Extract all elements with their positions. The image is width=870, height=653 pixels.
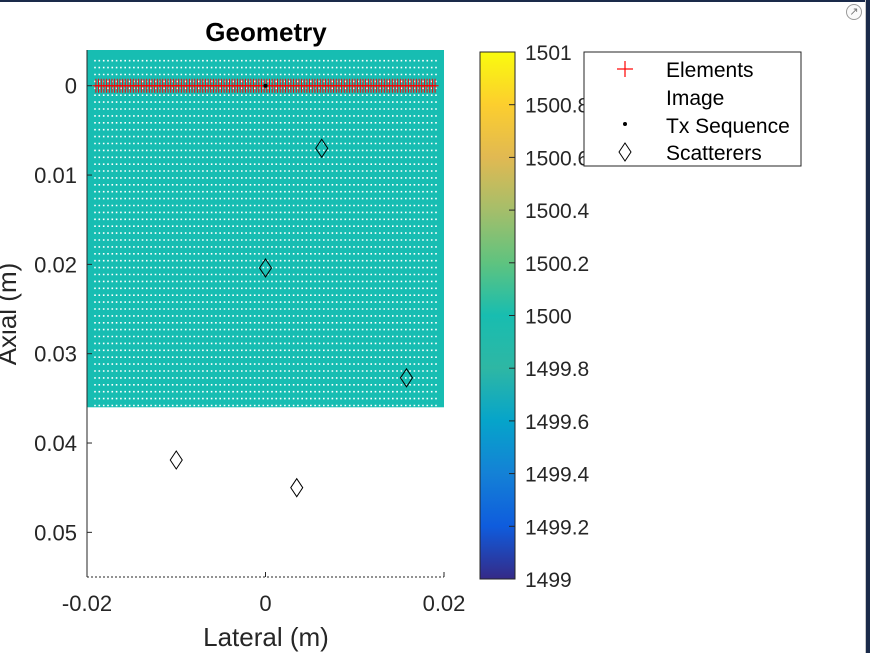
y-tick-label: 0 [65, 74, 77, 99]
element-marker [431, 78, 439, 93]
colorbar-tick-label: 1500.6 [525, 147, 589, 170]
x-tick-label: 0.02 [423, 591, 466, 616]
x-ticks: -0.02 0 0.02 [62, 572, 465, 616]
legend-entry-image: Image [623, 87, 724, 110]
scatterer-marker [169, 450, 183, 470]
x-tick-label: -0.02 [62, 591, 112, 616]
legend-entry-tx-sequence: Tx Sequence [623, 115, 790, 138]
tx-point [263, 83, 268, 88]
legend-entry-scatterers: Scatterers [618, 142, 762, 165]
legend-label-image: Image [666, 87, 724, 110]
colorbar-tick-label: 1500.4 [525, 200, 590, 223]
y-tick-label: 0.04 [34, 431, 77, 456]
scatterer-marker [399, 367, 414, 388]
legend-dot-icon [623, 122, 627, 126]
colorbar-tick-label: 1499.2 [525, 516, 589, 539]
colorbar-tick-label: 1500.2 [525, 253, 589, 276]
medium-rect [87, 50, 444, 408]
scatterer-marker [315, 138, 329, 159]
colorbar-tick-label: 1500 [525, 306, 572, 329]
tx-sequence-series [263, 83, 268, 88]
y-axis-label: Axial (m) [0, 263, 22, 366]
legend-label-tx-sequence: Tx Sequence [666, 115, 790, 138]
legend: Elements Image Tx Sequence Scatterers [583, 51, 802, 167]
window-border-right [866, 0, 870, 653]
colorbar-tick-label: 1501 [525, 42, 572, 65]
legend-entry-elements: Elements [617, 59, 754, 82]
y-ticks: 0 0.01 0.02 0.03 0.04 0.05 [34, 74, 92, 545]
legend-label-scatterers: Scatterers [666, 142, 762, 165]
colorbar-tick-label: 1500.8 [525, 95, 589, 118]
colorbar-ticks: 1499 1499.2 1499.4 1499.6 1499.8 1500 1500.2 15… [509, 42, 590, 592]
x-axis-label: Lateral (m) [203, 622, 329, 652]
colorbar-tick-label: 1499.8 [525, 358, 589, 381]
x-tick-label: 0 [259, 591, 271, 616]
scatterer-marker [258, 258, 273, 278]
legend-diamond-icon [618, 142, 632, 162]
y-tick-label: 0.03 [34, 342, 77, 367]
axes [86, 50, 444, 578]
window-border-inner [865, 0, 866, 653]
legend-dot-icon-white [623, 95, 627, 99]
colorbar-tick-label: 1499 [525, 569, 572, 592]
colorbar-tick-label: 1499.6 [525, 411, 589, 434]
scatterer-marker [290, 477, 304, 498]
elements-series [92, 78, 439, 93]
legend-label-elements: Elements [666, 59, 754, 82]
chart-title: Geometry [205, 17, 327, 47]
medium-region [87, 50, 444, 408]
y-tick-label: 0.01 [34, 163, 77, 188]
arrow-out-icon: ↗ [849, 6, 859, 18]
y-tick-label: 0.02 [34, 252, 77, 277]
colorbar-tick-label: 1499.4 [525, 464, 590, 487]
legend-box [583, 51, 802, 167]
window-border-top [0, 0, 870, 2]
export-button[interactable]: ↗ [846, 4, 862, 20]
scatterers-series [169, 138, 414, 498]
y-tick-label: 0.05 [34, 520, 77, 545]
